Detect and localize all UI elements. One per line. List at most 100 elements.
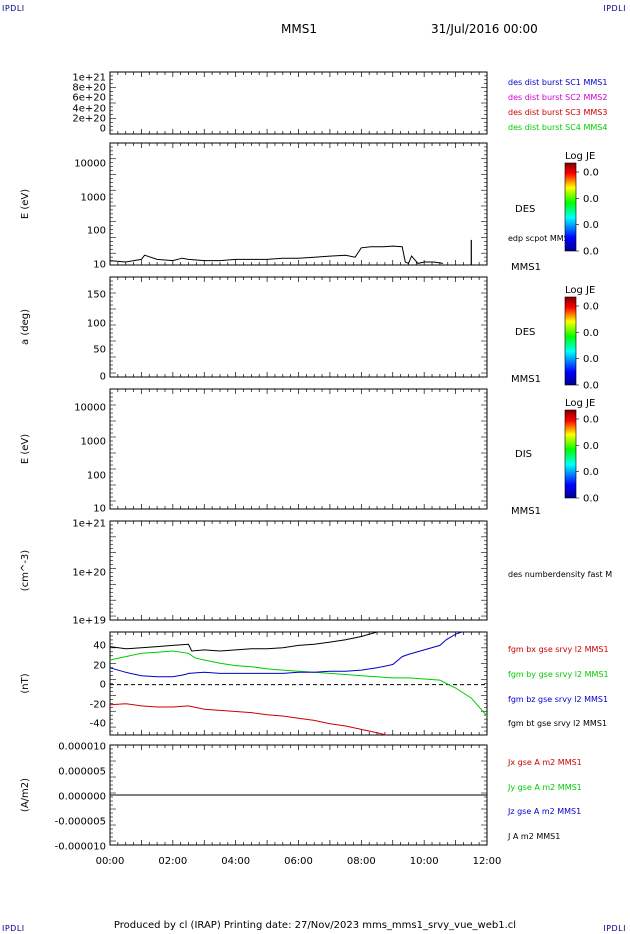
legend-entry: des dist burst SC4 MMS4 [508,123,607,132]
y-tick-label: 10000 [74,159,106,170]
colorbar-tick-label: 0.0 [583,441,599,452]
series-name-label: J A m2 MMS1 [507,832,560,841]
y-tick-label: 1e+21 [72,73,106,84]
y-tick-label: 100 [87,471,106,482]
colorbar-tick-label: 0.0 [583,220,599,231]
y-tick-label: 0.000010 [58,742,106,753]
x-tick-label: 00:00 [96,856,125,867]
y-axis-label: a (deg) [20,309,31,345]
legend-entry: des dist burst SC1 MMS1 [508,78,607,87]
x-tick-label: 08:00 [347,856,376,867]
panel-5-frame-ticks [109,631,488,736]
y-tick-label: 10 [93,260,106,271]
panel-spacecraft-label: MMS1 [511,374,541,385]
colorbar-tick-label: 0.0 [583,247,599,258]
colorbar-tick-label: 0.0 [583,494,599,505]
y-tick-label: 4e+20 [72,104,106,115]
panel-spacecraft-label: MMS1 [511,262,541,273]
legend-entry: des dist burst SC3 MMS3 [508,108,607,117]
colorbar-title: Log JE [565,151,595,162]
colorbar-tick-label: 0.0 [583,194,599,205]
colorbar-tick-label: 0.0 [583,381,599,392]
colorbar [564,409,577,499]
y-tick-label: -20 [90,700,106,711]
panel-4-frame-ticks [109,520,488,621]
y-tick-label: -0.000005 [55,817,106,828]
series-name-label: fgm bz gse srvy l2 MMS1 [508,695,608,704]
y-tick-label: 40 [93,641,106,652]
y-axis-label: (nT) [20,673,31,693]
panel-spacecraft-label: MMS1 [511,506,541,517]
series-name-label: Jz gse A m2 MMS1 [507,807,581,816]
colorbar [564,162,577,252]
y-tick-label: -0.000010 [55,842,106,853]
panel-des-density-frame [109,520,488,621]
panel-1-frame-ticks [109,142,488,266]
panel-3-frame-ticks [109,388,488,510]
corner-label-top-right: IPDLI [603,4,626,13]
colorbar-title: Log JE [565,285,595,296]
x-tick-label: 02:00 [158,856,187,867]
legend-entry: des numberdensity fast M [508,570,612,579]
y-axis-label: E (eV) [20,434,31,464]
y-tick-label: 1e+20 [72,568,106,579]
colorbar-title: Log JE [565,398,595,409]
corner-label-bottom-right: IPDLI [603,924,626,933]
series-name-label: fgm bt gse srvy l2 MMS1 [508,719,607,728]
series-name-label: Jy gse A m2 MMS1 [507,783,582,792]
y-axis-label: (A/m2) [20,778,31,812]
y-tick-label: 10000 [74,403,106,414]
footer-credit: Produced by cl (IRAP) Printing date: 27/… [113,920,517,931]
series-line-fgm-b-3 [109,631,387,652]
x-tick-label: 06:00 [284,856,313,867]
series-name-label: fgm bx gse srvy l2 MMS1 [508,645,609,654]
y-tick-label: 2e+20 [72,114,106,125]
y-tick-label: 50 [93,345,106,356]
y-tick-label: 100 [87,226,106,237]
colorbar-tick-label: 0.0 [583,415,599,426]
panel-2-frame-ticks [109,276,488,378]
colorbar-tick-label: 0.0 [583,328,599,339]
mission-title: MMS1 [281,22,317,36]
date-title: 31/Jul/2016 00:00 [431,22,538,36]
x-tick-label: 12:00 [473,856,502,867]
y-tick-label: 1e+19 [72,616,106,627]
y-tick-label: 20 [93,661,106,672]
legend-entry: des dist burst SC2 MMS2 [508,93,607,102]
series-name-label: fgm by gse srvy l2 MMS1 [508,670,609,679]
panel-instrument-label: DIS [515,449,532,460]
panel-instrument-label: DES [515,327,535,338]
y-tick-label: 1e+21 [72,519,106,530]
panel-dis-energy-frame [109,388,488,510]
colorbar-tick-label: 0.0 [583,354,599,365]
series-name-label: Jx gse A m2 MMS1 [507,758,582,767]
panel-des-pitch-frame [109,276,488,378]
panel-6-frame-ticks [109,744,488,846]
series-line-des-energy-0 [109,245,444,265]
y-axis-label: (cm^-3) [20,550,31,591]
x-tick-label: 10:00 [410,856,439,867]
corner-label-top-left: IPDLI [2,4,25,13]
y-tick-label: 0.000005 [58,767,106,778]
colorbar-tick-label: 0.0 [583,467,599,478]
series-name-label: edp scpot MMS1 [508,234,574,243]
y-tick-label: 150 [87,290,106,301]
panel-instrument-label: DES [515,204,535,215]
panel-fgm-b-frame [109,631,488,736]
y-tick-label: -40 [90,719,106,730]
corner-label-bottom-left: IPDLI [2,924,25,933]
y-tick-label: 6e+20 [72,93,106,104]
x-tick-label: 04:00 [221,856,250,867]
panel-des-energy-frame [109,142,488,266]
y-tick-label: 1000 [81,193,106,204]
colorbar-tick-label: 0.0 [583,168,599,179]
panel-0-frame-ticks [109,71,488,135]
y-tick-label: 8e+20 [72,83,106,94]
panel-des-dist-burst-frame [109,71,488,135]
y-tick-label: 0.000000 [58,792,106,803]
colorbar-tick-label: 0.0 [583,302,599,313]
series-line-fgm-b-0 [109,703,387,736]
y-tick-label: 100 [87,319,106,330]
y-axis-label: E (eV) [20,189,31,219]
